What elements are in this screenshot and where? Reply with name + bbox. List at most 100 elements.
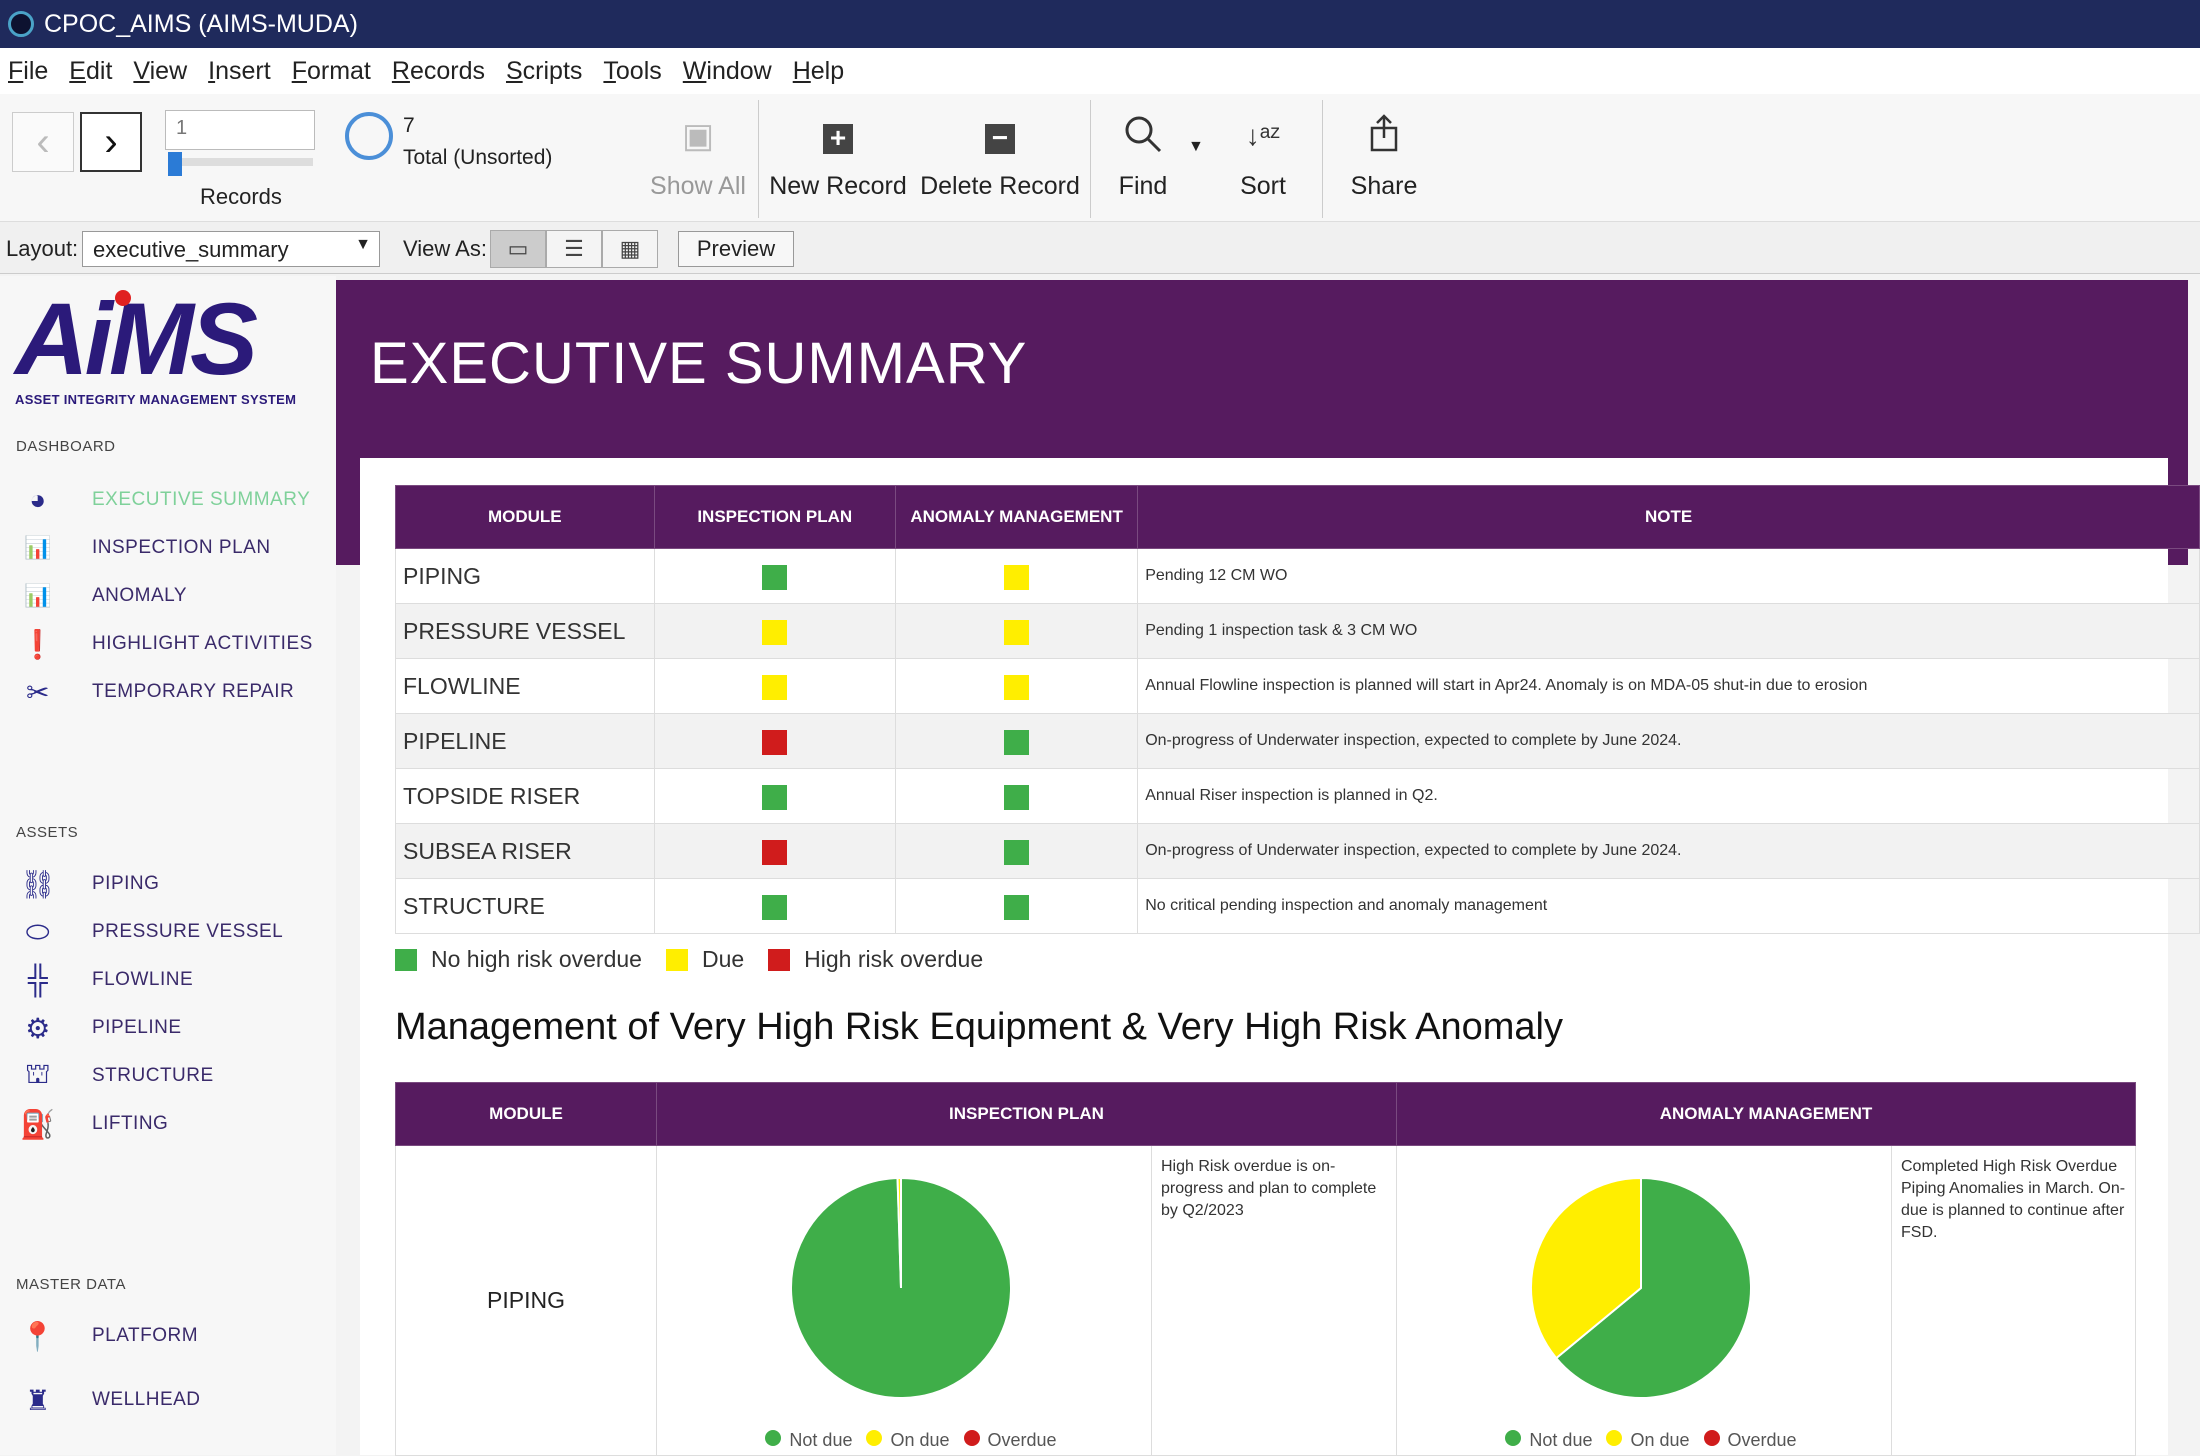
pie-legend-label: On due [890, 1430, 950, 1450]
find-button[interactable]: Find [1110, 114, 1176, 201]
record-number-input[interactable]: 1 [165, 110, 315, 150]
inspection-status-cell [653, 658, 896, 714]
sidebar-item-highlight-activities[interactable]: ❗ HIGHLIGHT ACTIVITIES [20, 624, 330, 664]
menu-view[interactable]: View [133, 56, 188, 85]
sidebar-item-label: ANOMALY [92, 585, 188, 606]
show-all-label: Show All [650, 172, 746, 200]
risk-col-module: MODULE [395, 1082, 657, 1146]
next-record-button[interactable]: › [80, 112, 142, 172]
sidebar-item-pipeline[interactable]: ⚙ PIPELINE [20, 1008, 330, 1048]
bar-chart-icon: 📊 [24, 535, 52, 560]
alert-icon: ❗ [20, 628, 56, 660]
legend-dot-green [765, 1430, 782, 1446]
logo-dot [115, 290, 131, 306]
menu-file[interactable]: File [8, 56, 49, 85]
pie-legend-label: Overdue [987, 1430, 1057, 1450]
chevron-right-icon: › [104, 119, 118, 164]
table-row: PIPING Pending 12 CM WO [395, 548, 2200, 604]
sidebar-item-anomaly[interactable]: 📊 ANOMALY [20, 576, 330, 616]
sidebar-item-label: INSPECTION PLAN [92, 537, 271, 558]
view-as-list-button[interactable]: ☰ [546, 230, 602, 268]
sidebar-item-label: HIGHLIGHT ACTIVITIES [92, 633, 313, 654]
menu-window[interactable]: Window [682, 56, 772, 85]
risk-row-module: PIPING [395, 1145, 657, 1456]
pressure-vessel-icon: ⬭ [25, 915, 51, 947]
find-dropdown-icon[interactable]: ▼ [1188, 138, 1204, 155]
delete-record-icon: − [918, 114, 1082, 158]
menu-edit[interactable]: Edit [69, 56, 113, 85]
view-as-form-button[interactable]: ▭ [490, 230, 546, 268]
legend-label: High risk overdue [804, 946, 984, 972]
section-master-data: MASTER DATA [16, 1276, 126, 1293]
new-record-label: New Record [769, 172, 907, 200]
menu-records[interactable]: Records [391, 56, 485, 85]
table-row: STRUCTURE No critical pending inspection … [395, 878, 2200, 934]
legend-dot-green [1505, 1430, 1522, 1446]
preview-button[interactable]: Preview [678, 231, 794, 267]
sidebar-item-label: PRESSURE VESSEL [92, 921, 284, 942]
inspection-status-cell [653, 823, 896, 879]
title-bar: CPOC_AIMS (AIMS-MUDA) [0, 0, 2200, 48]
sidebar-item-label: PIPING [92, 873, 160, 894]
new-record-button[interactable]: + New Record [768, 114, 908, 201]
anomaly-status-square [1004, 839, 1030, 865]
logo-mark: AiMS [15, 282, 258, 396]
sidebar-item-platform[interactable]: 📍 PLATFORM [20, 1316, 330, 1356]
new-record-icon: + [768, 114, 908, 158]
sidebar-item-wellhead[interactable]: ♜ WELLHEAD [20, 1380, 330, 1420]
share-button[interactable]: Share [1344, 114, 1424, 201]
sidebar-item-executive-summary[interactable]: ◕ EXECUTIVE SUMMARY [20, 480, 330, 520]
legend-label: No high risk overdue [431, 946, 642, 972]
menu-bar: File Edit View Insert Format Records Scr… [0, 48, 2200, 94]
anomaly-pie-chart [1530, 1176, 1752, 1399]
menu-format[interactable]: Format [291, 56, 371, 85]
sort-button[interactable]: ↓ᵃᶻ Sort [1230, 114, 1296, 201]
sidebar-item-structure[interactable]: ⛫ STRUCTURE [20, 1056, 330, 1096]
sidebar-item-pressure-vessel[interactable]: ⬭ PRESSURE VESSEL [20, 912, 330, 952]
sidebar-item-piping[interactable]: ⛓ PIPING [20, 864, 330, 904]
record-slider[interactable] [168, 152, 313, 176]
inspection-status-square [762, 564, 788, 590]
pie-indicator-icon [345, 112, 393, 160]
show-all-button[interactable]: ▣ Show All [645, 114, 751, 201]
row-module: TOPSIDE RISER [395, 768, 655, 824]
anomaly-status-cell [894, 878, 1139, 934]
table-view-icon: ▦ [619, 236, 641, 261]
pie-chart-icon: ◕ [29, 484, 47, 515]
inspection-status-cell [653, 603, 896, 659]
layout-select[interactable]: executive_summary ▼ [82, 231, 380, 267]
menu-insert[interactable]: Insert [208, 56, 271, 85]
view-as-table-button[interactable]: ▦ [602, 230, 658, 268]
search-icon [1110, 114, 1176, 158]
menu-scripts[interactable]: Scripts [505, 56, 583, 85]
layout-select-value: executive_summary [93, 237, 289, 262]
inspection-status-cell [653, 878, 896, 934]
previous-record-button[interactable]: ‹ [12, 112, 74, 172]
legend-swatch-red [768, 948, 791, 971]
delete-record-button[interactable]: − Delete Record [918, 114, 1082, 201]
row-note: Annual Riser inspection is planned in Q2… [1137, 768, 2200, 824]
table-row: TOPSIDE RISER Annual Riser inspection is … [395, 768, 2200, 824]
anomaly-status-square [1004, 784, 1030, 810]
layout-bar: Layout: executive_summary ▼ View As: ▭ ☰… [0, 222, 2200, 274]
sidebar-item-inspection-plan[interactable]: 📊 INSPECTION PLAN [20, 528, 330, 568]
anomaly-status-square [1004, 564, 1030, 590]
record-slider-thumb[interactable] [168, 152, 182, 176]
inspection-pie-chart [790, 1176, 1012, 1399]
show-all-icon: ▣ [681, 117, 715, 155]
sidebar-item-temporary-repair[interactable]: ✂ TEMPORARY REPAIR [20, 672, 330, 712]
sidebar-item-lifting[interactable]: ⛽ LIFTING [20, 1104, 330, 1144]
pie-slice-on-due [896, 1176, 902, 1289]
anomaly-status-cell [894, 548, 1139, 604]
anomaly-status-cell [894, 823, 1139, 879]
sidebar-item-label: LIFTING [92, 1113, 169, 1134]
chevron-left-icon: ‹ [36, 119, 50, 164]
sidebar-item-flowline[interactable]: ╬ FLOWLINE [20, 960, 330, 1000]
form-view-icon: ▭ [507, 236, 529, 261]
menu-help[interactable]: Help [792, 56, 845, 85]
anomaly-status-square [1004, 729, 1030, 755]
risk-table: MODULE INSPECTION PLAN ANOMALY MANAGEMEN… [395, 1082, 2136, 1456]
col-module: MODULE [395, 485, 655, 549]
menu-tools[interactable]: Tools [603, 56, 662, 85]
crane-icon: ⛽ [20, 1108, 56, 1140]
